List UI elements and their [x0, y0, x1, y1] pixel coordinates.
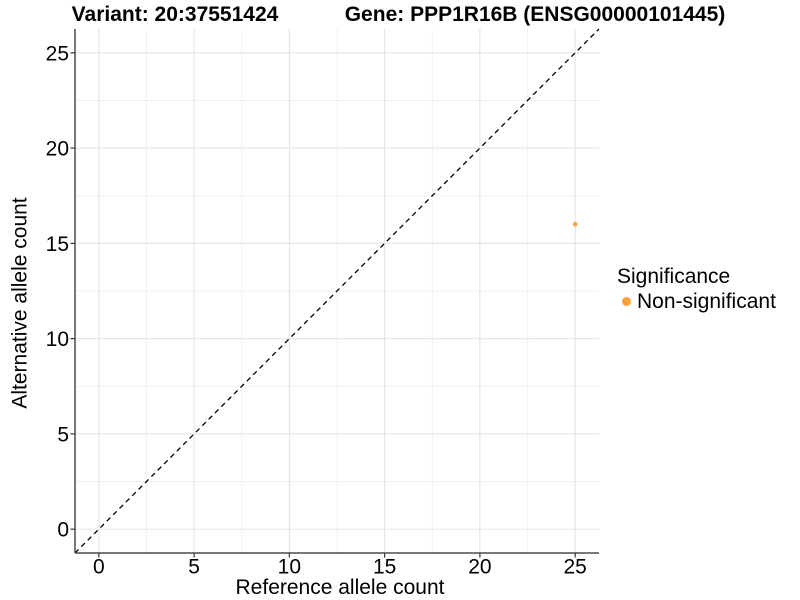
legend-items: Non-significant — [617, 289, 776, 313]
identity-reference-line — [74, 28, 600, 554]
x-tick-label: 20 — [468, 556, 491, 579]
y-tick-label: 5 — [57, 423, 69, 446]
y-tick-label: 15 — [46, 233, 69, 256]
x-axis-title: Reference allele count — [235, 576, 445, 599]
legend: Significance Non-significant — [617, 266, 776, 313]
y-tick-label: 25 — [46, 42, 69, 65]
legend-title: Significance — [617, 265, 731, 288]
y-axis-title: Alternative allele count — [8, 197, 32, 409]
variant-title: Variant: 20:37551424 — [71, 3, 279, 26]
y-tick-label: 10 — [46, 328, 69, 351]
legend-item-label: Non-significant — [637, 289, 776, 313]
gene-title: Gene: PPP1R16B (ENSG00000101445) — [344, 3, 726, 26]
x-tick-label: 25 — [564, 556, 587, 579]
data-point — [572, 221, 578, 227]
y-tick-label: 20 — [46, 138, 69, 161]
x-tick-label: 5 — [188, 556, 200, 579]
legend-item: Non-significant — [617, 289, 776, 313]
x-tick-label: 15 — [373, 556, 396, 579]
y-tick-label: 0 — [57, 519, 69, 542]
x-tick-label: 0 — [93, 556, 105, 579]
legend-point-swatch — [622, 296, 631, 306]
x-tick-label: 10 — [278, 556, 301, 579]
